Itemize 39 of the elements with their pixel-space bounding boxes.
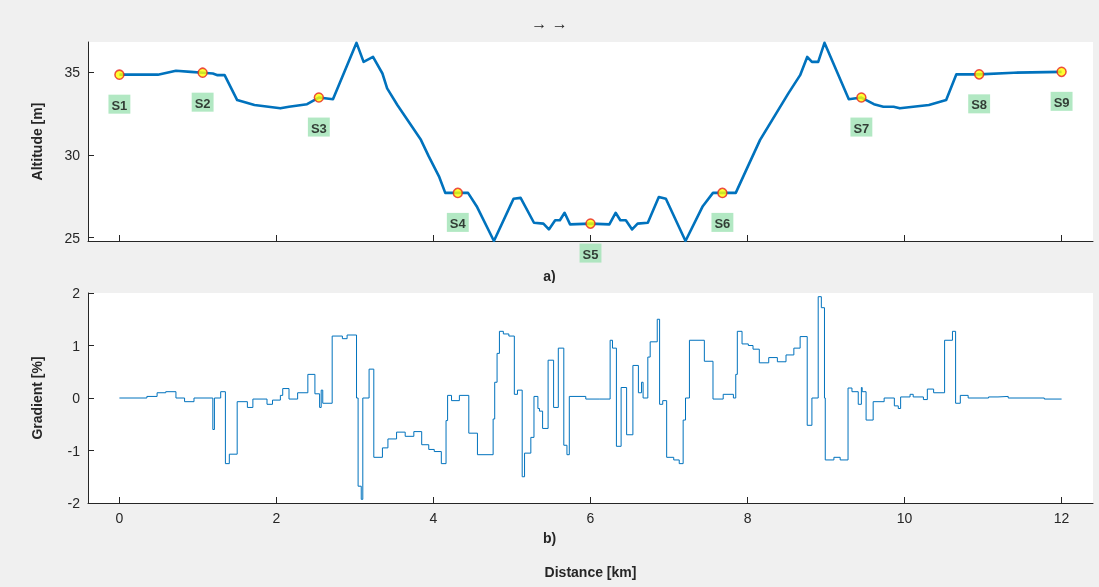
text: a) [543, 268, 556, 284]
x-tick-label: 8 [743, 510, 752, 526]
point [197, 67, 208, 78]
annotation: S6 [714, 215, 731, 231]
annotation: S4 [449, 215, 467, 231]
chart-title: → → [531, 14, 568, 32]
annotation: S9 [1053, 94, 1070, 110]
point [114, 69, 125, 80]
text: b) [542, 530, 557, 546]
point [452, 187, 464, 199]
x-tick-label: 10 [896, 510, 913, 526]
x-tick-label: 4 [429, 510, 438, 526]
y-tick-label: 30 [64, 146, 81, 163]
point [973, 69, 985, 80]
point [856, 92, 867, 103]
y-tick-label: 0 [72, 390, 81, 406]
annotation: S2 [194, 95, 211, 111]
annotation: S3 [310, 120, 327, 136]
x-tick-label: 2 [272, 510, 281, 526]
y-tick-label: -1 [67, 442, 81, 459]
y-tick-label: 35 [64, 63, 81, 80]
x-tick-label: 0 [115, 510, 124, 526]
annotation: S7 [853, 120, 870, 136]
annotation: S8 [971, 97, 988, 113]
point [717, 187, 728, 199]
annotation: S1 [111, 97, 128, 113]
y-tick-label: 25 [64, 229, 81, 246]
annotation: S5 [582, 246, 599, 262]
y-tick-label: -2 [67, 495, 81, 511]
point [585, 218, 596, 229]
x-axis-title: Distance [km] [544, 564, 637, 580]
y-axis-title: Altitude [m] [29, 102, 45, 181]
point [313, 92, 325, 103]
y-axis-title: Gradient [%] [29, 356, 45, 440]
y-tick-label: 2 [72, 285, 81, 301]
x-tick-label: 12 [1053, 510, 1070, 526]
x-tick-label: 6 [586, 510, 595, 526]
point [1056, 66, 1067, 78]
y-tick-label: 1 [72, 337, 81, 354]
